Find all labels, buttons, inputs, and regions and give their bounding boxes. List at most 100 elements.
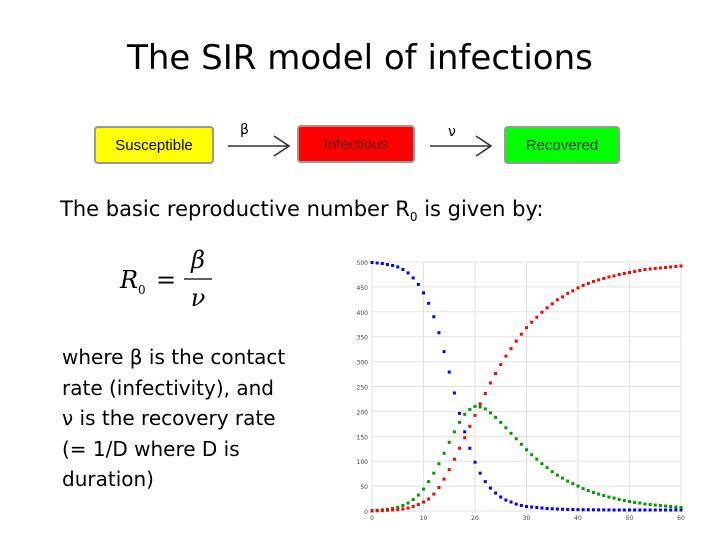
data-point [437, 331, 441, 335]
data-point [375, 261, 379, 265]
data-point [380, 509, 384, 513]
data-point [437, 462, 441, 466]
data-point [458, 446, 462, 450]
data-point [494, 491, 498, 495]
data-point [607, 495, 611, 499]
data-point [442, 477, 446, 481]
data-point [566, 479, 570, 483]
arrow-icon [430, 135, 493, 157]
x-tick-label: 60 [677, 515, 685, 522]
data-point [550, 507, 554, 511]
data-point [612, 496, 616, 500]
data-point [669, 505, 673, 509]
y-tick-label: 250 [357, 385, 369, 392]
data-point [437, 486, 441, 490]
data-point [401, 267, 405, 271]
data-point [566, 291, 570, 295]
data-point [617, 272, 621, 276]
data-point [597, 278, 601, 282]
data-point [447, 440, 451, 444]
data-point [416, 282, 420, 286]
data-point [504, 354, 508, 358]
infectious-box: Infectious [297, 125, 415, 163]
data-point [416, 503, 420, 507]
formula-lhs: R [119, 266, 138, 294]
data-point [411, 505, 415, 509]
data-point [375, 509, 379, 513]
r0-intro-text: The basic reproductive number R0 is give… [60, 197, 544, 225]
formula-denominator: ν [191, 284, 206, 312]
description-line: rate (infectivity), and [62, 375, 274, 400]
data-point [633, 501, 637, 505]
data-point [597, 492, 601, 496]
data-point [411, 276, 415, 280]
data-point [540, 506, 544, 510]
data-point [473, 413, 477, 417]
data-point [679, 508, 683, 512]
data-point [674, 508, 678, 512]
data-point [591, 508, 595, 512]
data-point [658, 266, 662, 270]
data-point [602, 494, 606, 498]
data-point [581, 283, 585, 287]
data-point [612, 274, 616, 278]
data-point [550, 302, 554, 306]
data-point [602, 276, 606, 280]
data-point [509, 431, 513, 435]
data-point [638, 501, 642, 505]
svg-text:=: = [156, 266, 176, 294]
data-point [622, 271, 626, 275]
data-point [530, 320, 534, 324]
data-point [653, 503, 657, 507]
y-tick-label: 500 [357, 260, 369, 267]
data-point [370, 260, 374, 264]
data-point [432, 471, 436, 475]
data-point [519, 332, 523, 336]
data-point [422, 487, 425, 491]
data-point [664, 508, 668, 512]
data-point [602, 508, 606, 512]
data-point [458, 411, 462, 415]
data-point [591, 491, 595, 495]
data-point [628, 270, 631, 274]
x-tick-label: 30 [523, 515, 531, 522]
data-point [581, 508, 585, 512]
data-point [638, 508, 642, 512]
data-point [452, 457, 456, 461]
y-tick-label: 400 [357, 310, 369, 317]
data-point [597, 508, 601, 512]
data-point [452, 430, 456, 434]
data-point [540, 310, 544, 314]
data-point [396, 505, 400, 509]
data-point [643, 508, 647, 512]
data-point [452, 391, 456, 395]
y-tick-label: 150 [357, 434, 369, 441]
data-point [370, 509, 374, 513]
data-point [463, 436, 467, 440]
data-point [442, 451, 446, 455]
y-tick-label: 50 [360, 484, 368, 491]
data-point [664, 504, 668, 508]
data-point [483, 480, 487, 484]
data-point [674, 505, 678, 509]
data-point [540, 462, 544, 466]
data-point [499, 495, 503, 499]
data-point [586, 508, 590, 512]
data-point [478, 402, 482, 406]
data-point [571, 508, 575, 512]
nu-label: ν [448, 124, 456, 140]
data-point [488, 411, 492, 415]
y-tick-label: 0 [364, 509, 368, 516]
data-point [422, 500, 425, 504]
data-point [674, 264, 678, 268]
data-point [385, 508, 389, 512]
data-point [561, 476, 565, 480]
data-point [566, 507, 570, 511]
data-point [422, 291, 425, 295]
data-point [525, 505, 528, 509]
data-point [555, 473, 559, 477]
data-point [653, 508, 657, 512]
data-point [483, 407, 487, 411]
data-point [509, 500, 513, 504]
data-point [576, 484, 580, 488]
